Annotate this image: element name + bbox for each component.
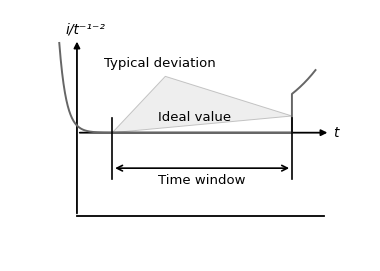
Text: i/t⁻¹⁻²: i/t⁻¹⁻² xyxy=(65,23,105,37)
Text: Time window: Time window xyxy=(158,175,246,188)
Text: t: t xyxy=(333,126,339,140)
Text: Ideal value: Ideal value xyxy=(158,111,231,124)
Text: Typical deviation: Typical deviation xyxy=(103,57,215,70)
Polygon shape xyxy=(112,76,292,133)
